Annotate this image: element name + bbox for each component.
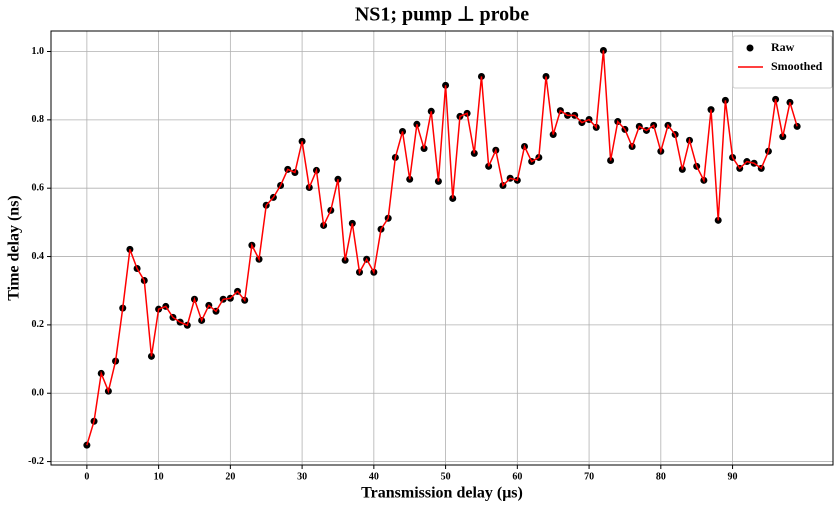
legend-label: Raw <box>771 40 795 54</box>
y-tick-label: 0.4 <box>32 251 45 262</box>
y-tick-label: 0.0 <box>32 388 45 399</box>
x-tick-label: 60 <box>512 471 522 482</box>
line <box>86 50 798 446</box>
x-tick-label: 10 <box>154 471 164 482</box>
y-tick-label: 0.6 <box>32 182 45 193</box>
y-tick-label: 0.8 <box>32 114 45 125</box>
legend-marker <box>746 44 754 52</box>
plot-frame <box>50 30 834 466</box>
x-axis-label: Transmission delay (μs) <box>361 485 523 502</box>
x-tick-label: 0 <box>84 471 89 482</box>
y-tick-label: 0.2 <box>32 319 45 330</box>
y-tick-label: -0.2 <box>28 456 44 467</box>
y-axis-label: Time delay (ns) <box>6 195 23 300</box>
x-tick-label: 80 <box>656 471 666 482</box>
chart-title: NS1; pump ⊥ probe <box>355 4 529 26</box>
x-tick-label: 70 <box>584 471 594 482</box>
x-tick-label: 20 <box>225 471 235 482</box>
x-tick-label: 40 <box>369 471 379 482</box>
y-tick-label: 1.0 <box>32 46 45 57</box>
x-tick-label: 90 <box>728 471 738 482</box>
x-tick-label: 30 <box>297 471 307 482</box>
legend-box <box>732 35 833 89</box>
x-tick-label: 50 <box>441 471 451 482</box>
legend-label: Smoothed <box>771 59 823 73</box>
